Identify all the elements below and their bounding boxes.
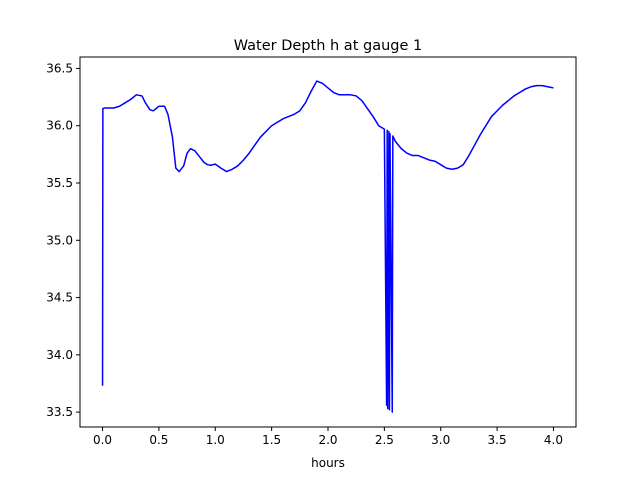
x-tick-label: 3.0 [431,433,450,447]
x-tick-label: 3.5 [488,433,507,447]
series-layer [101,80,554,413]
x-axis-label: hours [311,456,345,470]
y-tick-label: 33.5 [46,405,73,419]
chart-title: Water Depth h at gauge 1 [234,38,422,54]
x-tick-label: 4.0 [544,433,563,447]
y-tick-label: 36.0 [46,119,73,133]
x-tick-label: 0.0 [93,433,112,447]
x-tick-label: 0.5 [149,433,168,447]
x-tick-label: 2.0 [318,433,337,447]
y-tick-label: 36.5 [46,61,73,75]
y-tick-label: 35.5 [46,176,73,190]
y-tick-label: 34.5 [46,291,73,305]
y-tick-label: 34.0 [46,348,73,362]
series-line-0 [101,80,554,413]
y-tick-label: 35.0 [46,233,73,247]
x-tick-label: 2.5 [375,433,394,447]
axes-layer: 0.0 0.5 1.0 1.5 2.0 2.5 3.0 3.5 4.0 33.5 34.0 34.5 3… [46,56,577,447]
x-tick-label: 1.0 [206,433,225,447]
x-tick-label: 1.5 [262,433,281,447]
